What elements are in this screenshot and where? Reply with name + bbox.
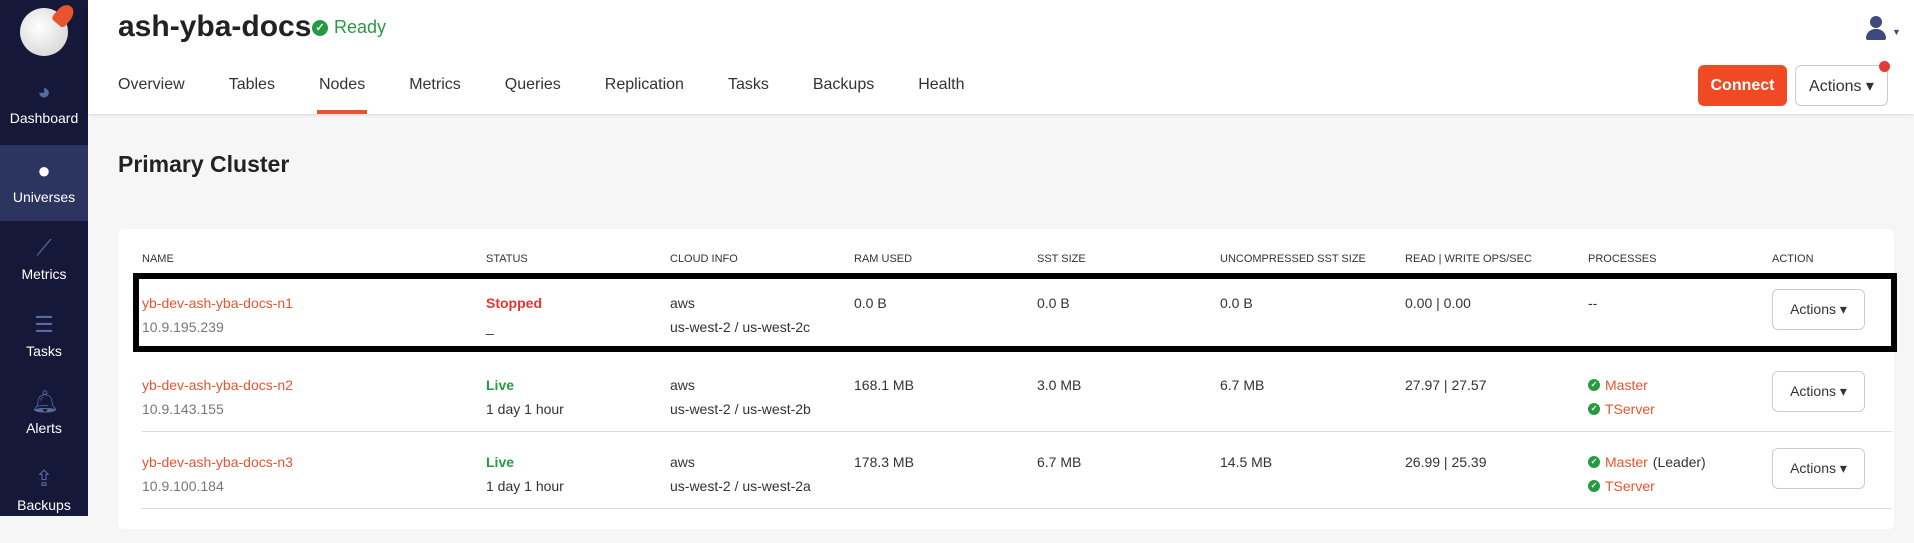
tab-queries[interactable]: Queries — [504, 76, 561, 93]
node-ip: 10.9.195.239 — [142, 319, 224, 335]
column-header: SST Size — [1037, 253, 1086, 265]
column-header: Processes — [1588, 253, 1657, 265]
sidebar: ◕ Dashboard ● Universes ⟋ Metrics ☰ Tasks 🔔︎… — [0, 0, 88, 516]
sidebar-item-universes[interactable]: ● Universes — [0, 145, 88, 221]
node-status: Live — [486, 377, 515, 393]
check-circle-icon: ✓ — [1588, 403, 1600, 415]
cloud-region: us-west-2 / us-west-2a — [670, 478, 811, 494]
caret-down-icon[interactable]: ▼ — [1892, 27, 1901, 37]
sidebar-item-alerts[interactable]: 🔔︎ Alerts — [26, 389, 62, 437]
notification-dot — [1879, 61, 1890, 72]
tab-nodes[interactable]: Nodes — [316, 76, 368, 114]
section-title: Primary Cluster — [118, 151, 290, 177]
check-circle-icon: ✓ — [1588, 379, 1600, 391]
processes-cell: -- — [1588, 291, 1597, 315]
table-row: yb-dev-ash-yba-docs-n1 10.9.195.239 Stopp… — [133, 273, 1897, 352]
process-tserver[interactable]: ✓ TServer — [1588, 474, 1706, 498]
node-uptime: 1 day 1 hour — [486, 401, 564, 417]
node-uptime: _ — [486, 319, 494, 335]
read-write-ops: 0.00 | 0.00 — [1405, 295, 1471, 311]
sst-size: 3.0 MB — [1037, 377, 1082, 393]
sst-size: 6.7 MB — [1037, 454, 1082, 470]
node-ip: 10.9.143.155 — [142, 401, 224, 417]
cloud-region: us-west-2 / us-west-2b — [670, 401, 811, 417]
processes-cell: ✓ Master (Leader) ✓ TServer — [1588, 450, 1706, 498]
table-row: yb-dev-ash-yba-docs-n2 10.9.143.155 Live 1… — [142, 355, 1892, 432]
tab-overview[interactable]: Overview — [118, 76, 185, 93]
actions-button[interactable]: Actions ▾ — [1795, 65, 1888, 106]
uncompressed-sst-size: 6.7 MB — [1220, 377, 1265, 393]
process-master[interactable]: ✓ Master (Leader) — [1588, 450, 1706, 474]
column-header: Status — [486, 253, 528, 265]
header: ash-yba-docs ✓ Ready Overview Tables Node… — [88, 0, 1914, 114]
column-header: Uncompressed SST Size — [1220, 253, 1366, 265]
uncompressed-sst-size: 14.5 MB — [1220, 454, 1273, 470]
cloud-provider: aws — [670, 454, 695, 470]
node-name-link[interactable]: yb-dev-ash-yba-docs-n2 — [142, 377, 293, 393]
status-badge: ✓ Ready — [312, 17, 386, 38]
process-master[interactable]: ✓ Master — [1588, 373, 1655, 397]
tab-bar: Overview Tables Nodes Metrics Queries Re… — [118, 76, 1008, 114]
user-icon[interactable] — [1864, 16, 1888, 40]
column-header: Name — [142, 253, 174, 265]
column-header: Action — [1772, 253, 1814, 265]
cloud-provider: aws — [670, 295, 695, 311]
cloud-provider: aws — [670, 377, 695, 393]
ram-used: 178.3 MB — [854, 454, 914, 470]
table-row: yb-dev-ash-yba-docs-n3 10.9.100.184 Live 1… — [142, 432, 1892, 509]
tab-tasks[interactable]: Tasks — [727, 76, 769, 93]
check-circle-icon: ✓ — [1588, 456, 1600, 468]
tab-tables[interactable]: Tables — [228, 76, 275, 93]
read-write-ops: 26.99 | 25.39 — [1405, 454, 1487, 470]
dashboard-icon: ◕ — [37, 79, 51, 104]
upload-icon: ⇪ — [34, 466, 54, 491]
globe-icon: ● — [37, 158, 51, 183]
logo[interactable] — [20, 8, 68, 56]
node-actions-button[interactable]: Actions ▾ — [1772, 371, 1865, 412]
node-name-link[interactable]: yb-dev-ash-yba-docs-n3 — [142, 454, 293, 470]
uncompressed-sst-size: 0.0 B — [1220, 295, 1253, 311]
read-write-ops: 27.97 | 27.57 — [1405, 377, 1487, 393]
column-header: Read | Write Ops/Sec — [1405, 253, 1532, 265]
column-header: Cloud Info — [670, 253, 738, 265]
connect-button[interactable]: Connect — [1698, 65, 1787, 106]
sidebar-item-backups[interactable]: ⇪ Backups — [17, 466, 71, 514]
node-actions-button[interactable]: Actions ▾ — [1772, 289, 1865, 330]
processes: -- — [1588, 295, 1598, 311]
processes-cell: ✓ Master ✓ TServer — [1588, 373, 1655, 421]
sidebar-item-tasks[interactable]: ☰ Tasks — [26, 312, 62, 360]
check-circle-icon: ✓ — [312, 19, 328, 36]
process-tserver[interactable]: ✓ TServer — [1588, 397, 1655, 421]
node-name-link[interactable]: yb-dev-ash-yba-docs-n1 — [142, 295, 293, 311]
sidebar-item-dashboard[interactable]: ◕ Dashboard — [9, 79, 79, 127]
tab-backups[interactable]: Backups — [812, 76, 875, 93]
ram-used: 0.0 B — [854, 295, 887, 311]
node-ip: 10.9.100.184 — [142, 478, 224, 494]
nodes-table: Name Status Cloud Info RAM Used SST Size… — [118, 229, 1897, 529]
node-status: Stopped — [486, 295, 542, 311]
ram-used: 168.1 MB — [854, 377, 914, 393]
chart-icon: ⟋ — [36, 235, 52, 260]
tab-metrics[interactable]: Metrics — [409, 76, 461, 93]
bell-icon: 🔔︎ — [31, 389, 59, 414]
check-circle-icon: ✓ — [1588, 480, 1600, 492]
sst-size: 0.0 B — [1037, 295, 1070, 311]
node-status: Live — [486, 454, 515, 470]
page-title: ash-yba-docs — [118, 10, 312, 43]
node-uptime: 1 day 1 hour — [486, 478, 564, 494]
tab-health[interactable]: Health — [918, 76, 965, 93]
cloud-region: us-west-2 / us-west-2c — [670, 319, 811, 335]
list-icon: ☰ — [34, 312, 54, 337]
tab-replication[interactable]: Replication — [604, 76, 684, 93]
sidebar-item-metrics[interactable]: ⟋ Metrics — [21, 235, 67, 283]
node-actions-button[interactable]: Actions ▾ — [1772, 448, 1865, 489]
column-header: RAM Used — [854, 253, 913, 265]
